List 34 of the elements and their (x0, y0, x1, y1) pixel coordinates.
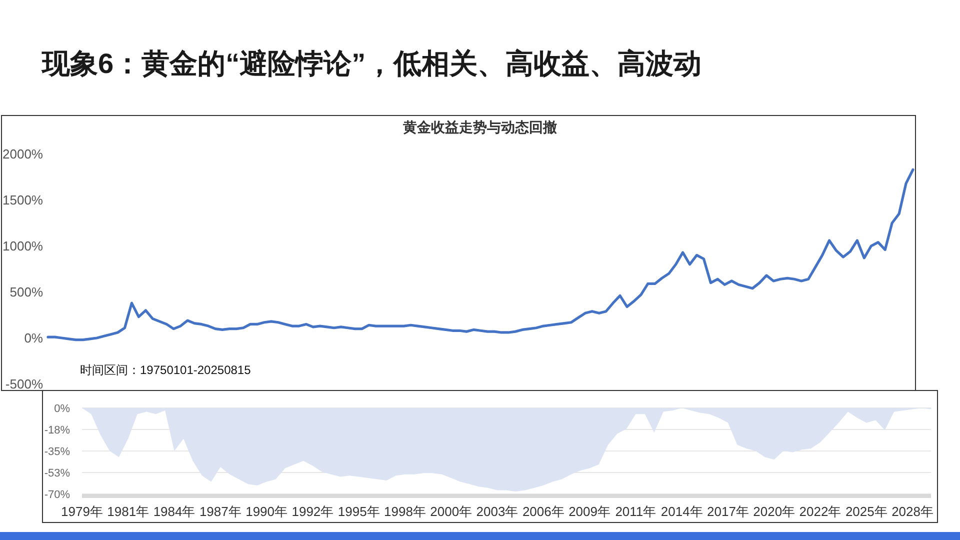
x-tick-label: 1990年 (246, 504, 288, 519)
chart-title: 现象6：黄金的“避险悖论”，低相关、高收益、高波动 (41, 48, 702, 79)
x-tick-label: 1998年 (384, 504, 426, 519)
x-tick-label: 2003年 (476, 504, 518, 519)
y-tick-label: -53% (44, 467, 70, 480)
y-tick-label: 0% (24, 330, 44, 346)
x-tick-label: 2014年 (660, 504, 703, 519)
y-tick-label: -70% (44, 488, 70, 501)
annotation: 时间区间：19750101-20250815 (80, 363, 252, 377)
x-tick-label: 2009年 (568, 504, 611, 519)
x-tick-label: 1979年 (61, 504, 103, 519)
x-tick-label: 1995年 (338, 504, 380, 519)
y-tick-label: 2000% (2, 146, 44, 162)
x-tick-label: 1981年 (107, 504, 150, 519)
y-tick-label: -35% (44, 446, 70, 458)
line-series (46, 168, 914, 342)
x-tick-label: 2020年 (753, 504, 796, 519)
x-tick-label: 1984年 (153, 504, 196, 519)
x-tick-label: 2000年 (430, 504, 472, 519)
x-tick-label: 2017年 (707, 504, 749, 519)
y-tick-label: 0% (54, 402, 70, 415)
x-tick-label: 2028年 (892, 504, 934, 519)
x-tick-label: 1992年 (292, 504, 334, 519)
x-tick-label: 1987年 (199, 504, 242, 519)
x-tick-label: 2006年 (522, 504, 564, 519)
x-tick-label: 2022年 (799, 504, 842, 519)
y-tick-label: 1500% (2, 192, 44, 208)
chart-subtitle: 黄金收益走势与动态回撤 (402, 119, 557, 135)
y-tick-label: 500% (10, 284, 44, 300)
y-tick-label: 1000% (2, 238, 44, 254)
y-tick-label: -18% (44, 424, 70, 436)
x-tick-label: 2025年 (845, 504, 888, 519)
y-tick-label: -500% (5, 376, 44, 392)
x-tick-label: 2011年 (615, 504, 656, 519)
